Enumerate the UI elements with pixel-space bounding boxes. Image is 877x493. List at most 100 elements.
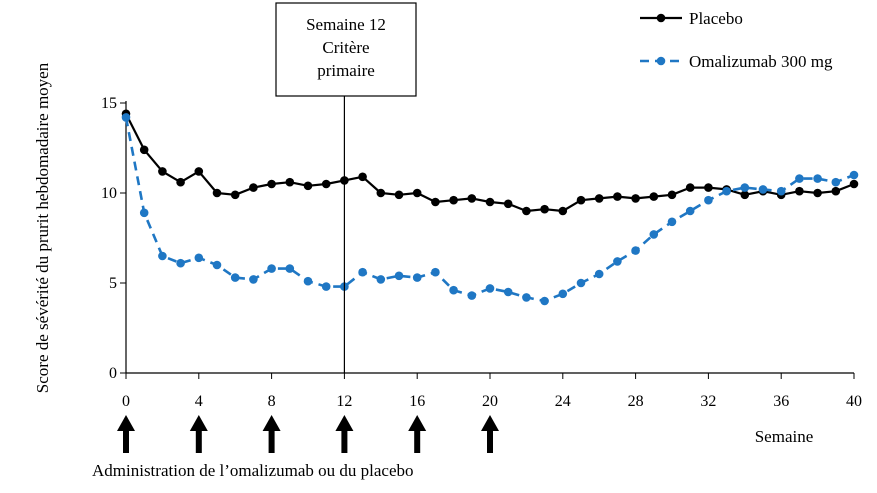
data-point-placebo [740, 190, 750, 200]
data-point-placebo [831, 186, 841, 196]
dosing-arrow [262, 415, 281, 453]
data-point-placebo [594, 194, 604, 203]
data-point-omalizumab-300-mg [194, 253, 204, 263]
data-point-placebo [449, 195, 458, 205]
x-tick-label: 8 [268, 393, 276, 410]
data-point-placebo [139, 145, 149, 155]
data-point-placebo [704, 183, 713, 192]
data-point-omalizumab-300-mg [649, 230, 659, 239]
dosing-arrow-shaft [195, 429, 202, 453]
dosing-arrow-head [117, 415, 135, 431]
dosing-arrow-head [189, 415, 208, 431]
x-tick-label: 28 [628, 393, 644, 410]
data-point-omalizumab-300-mg [230, 273, 240, 282]
data-point-omalizumab-300-mg [849, 170, 859, 180]
series-omalizumab-300-mg [121, 113, 859, 306]
y-tick-label: 0 [109, 365, 117, 382]
data-point-omalizumab-300-mg [795, 174, 804, 183]
data-point-placebo [631, 194, 640, 203]
x-tick-label: 24 [555, 393, 571, 410]
dosing-arrow [335, 415, 354, 453]
data-point-placebo [249, 183, 258, 192]
data-point-omalizumab-300-mg [467, 291, 477, 300]
data-point-omalizumab-300-mg [558, 289, 568, 299]
data-point-omalizumab-300-mg [394, 271, 404, 281]
data-point-placebo [412, 188, 422, 198]
x-tick-label: 4 [195, 393, 203, 410]
data-point-placebo [613, 192, 622, 201]
data-point-omalizumab-300-mg [431, 267, 440, 277]
data-point-omalizumab-300-mg [740, 183, 750, 192]
data-point-placebo [267, 179, 276, 189]
data-point-omalizumab-300-mg [139, 208, 149, 218]
data-point-placebo [394, 190, 404, 200]
data-point-omalizumab-300-mg [158, 251, 167, 261]
primary-endpoint-box [275, 2, 417, 97]
data-point-placebo [194, 167, 204, 176]
dosing-arrow [117, 415, 135, 453]
data-point-placebo [321, 179, 331, 189]
data-point-placebo [431, 197, 440, 207]
legend-marker-omalizumab-300-mg [656, 56, 666, 66]
axes: 0 5 10 15 0 4 8 12 16 20 24 28 32 36 40 [101, 95, 862, 410]
data-point-omalizumab-300-mg [540, 296, 549, 306]
data-point-placebo [649, 192, 659, 201]
data-point-omalizumab-300-mg [376, 275, 386, 284]
data-point-omalizumab-300-mg [485, 284, 495, 293]
data-point-omalizumab-300-mg [503, 287, 513, 297]
data-point-placebo [849, 179, 859, 189]
primary-endpoint-label: Semaine 12 [306, 15, 386, 34]
data-point-omalizumab-300-mg [358, 267, 367, 277]
dosing-arrow-shaft [268, 429, 275, 453]
x-axis-title: Semaine [755, 427, 814, 446]
data-point-placebo [813, 188, 822, 198]
data-point-omalizumab-300-mg [776, 186, 786, 196]
x-tick-label: 20 [482, 393, 498, 410]
data-point-placebo [540, 204, 549, 214]
dosing-arrow-head [335, 415, 354, 431]
data-point-placebo [558, 206, 568, 216]
data-point-placebo [158, 167, 167, 176]
data-point-omalizumab-300-mg [321, 282, 331, 291]
data-point-placebo [176, 177, 185, 187]
x-tick-label: 0 [122, 393, 130, 410]
dosing-arrow-shaft [414, 429, 421, 453]
data-point-omalizumab-300-mg [176, 258, 185, 268]
data-point-omalizumab-300-mg [613, 257, 622, 266]
data-point-omalizumab-300-mg [212, 260, 222, 270]
data-point-omalizumab-300-mg [685, 206, 695, 216]
dosing-markers [117, 415, 499, 453]
data-point-omalizumab-300-mg [285, 264, 295, 273]
data-point-omalizumab-300-mg [758, 185, 768, 194]
data-point-omalizumab-300-mg [594, 269, 604, 279]
data-point-omalizumab-300-mg [522, 293, 531, 302]
x-tick-label: 16 [409, 393, 425, 410]
data-point-placebo [685, 183, 695, 192]
dosing-arrow-shaft [487, 429, 493, 453]
x-tick-label: 32 [700, 393, 716, 410]
data-point-omalizumab-300-mg [631, 246, 640, 255]
data-point-omalizumab-300-mg [449, 285, 458, 295]
data-point-placebo [485, 197, 495, 207]
data-point-omalizumab-300-mg [576, 278, 586, 288]
legend-marker-placebo [656, 13, 666, 23]
dosing-arrow [408, 415, 427, 453]
dosing-arrow-head [408, 415, 427, 431]
data-point-omalizumab-300-mg [412, 273, 422, 282]
dosing-arrow-head [481, 415, 499, 431]
data-point-placebo [303, 181, 313, 191]
data-point-omalizumab-300-mg [813, 174, 822, 183]
dosing-arrow [481, 415, 499, 453]
data-point-placebo [576, 195, 586, 205]
legend-label-placebo: Placebo [689, 9, 743, 28]
y-tick-label: 5 [109, 275, 117, 292]
data-point-omalizumab-300-mg [249, 275, 258, 284]
data-point-omalizumab-300-mg [267, 264, 276, 273]
data-point-omalizumab-300-mg [831, 177, 841, 187]
dosing-arrow [189, 415, 208, 453]
data-point-placebo [522, 206, 531, 216]
series-layer [121, 109, 859, 306]
data-point-placebo [285, 177, 295, 187]
x-tick-label: 40 [846, 393, 862, 410]
